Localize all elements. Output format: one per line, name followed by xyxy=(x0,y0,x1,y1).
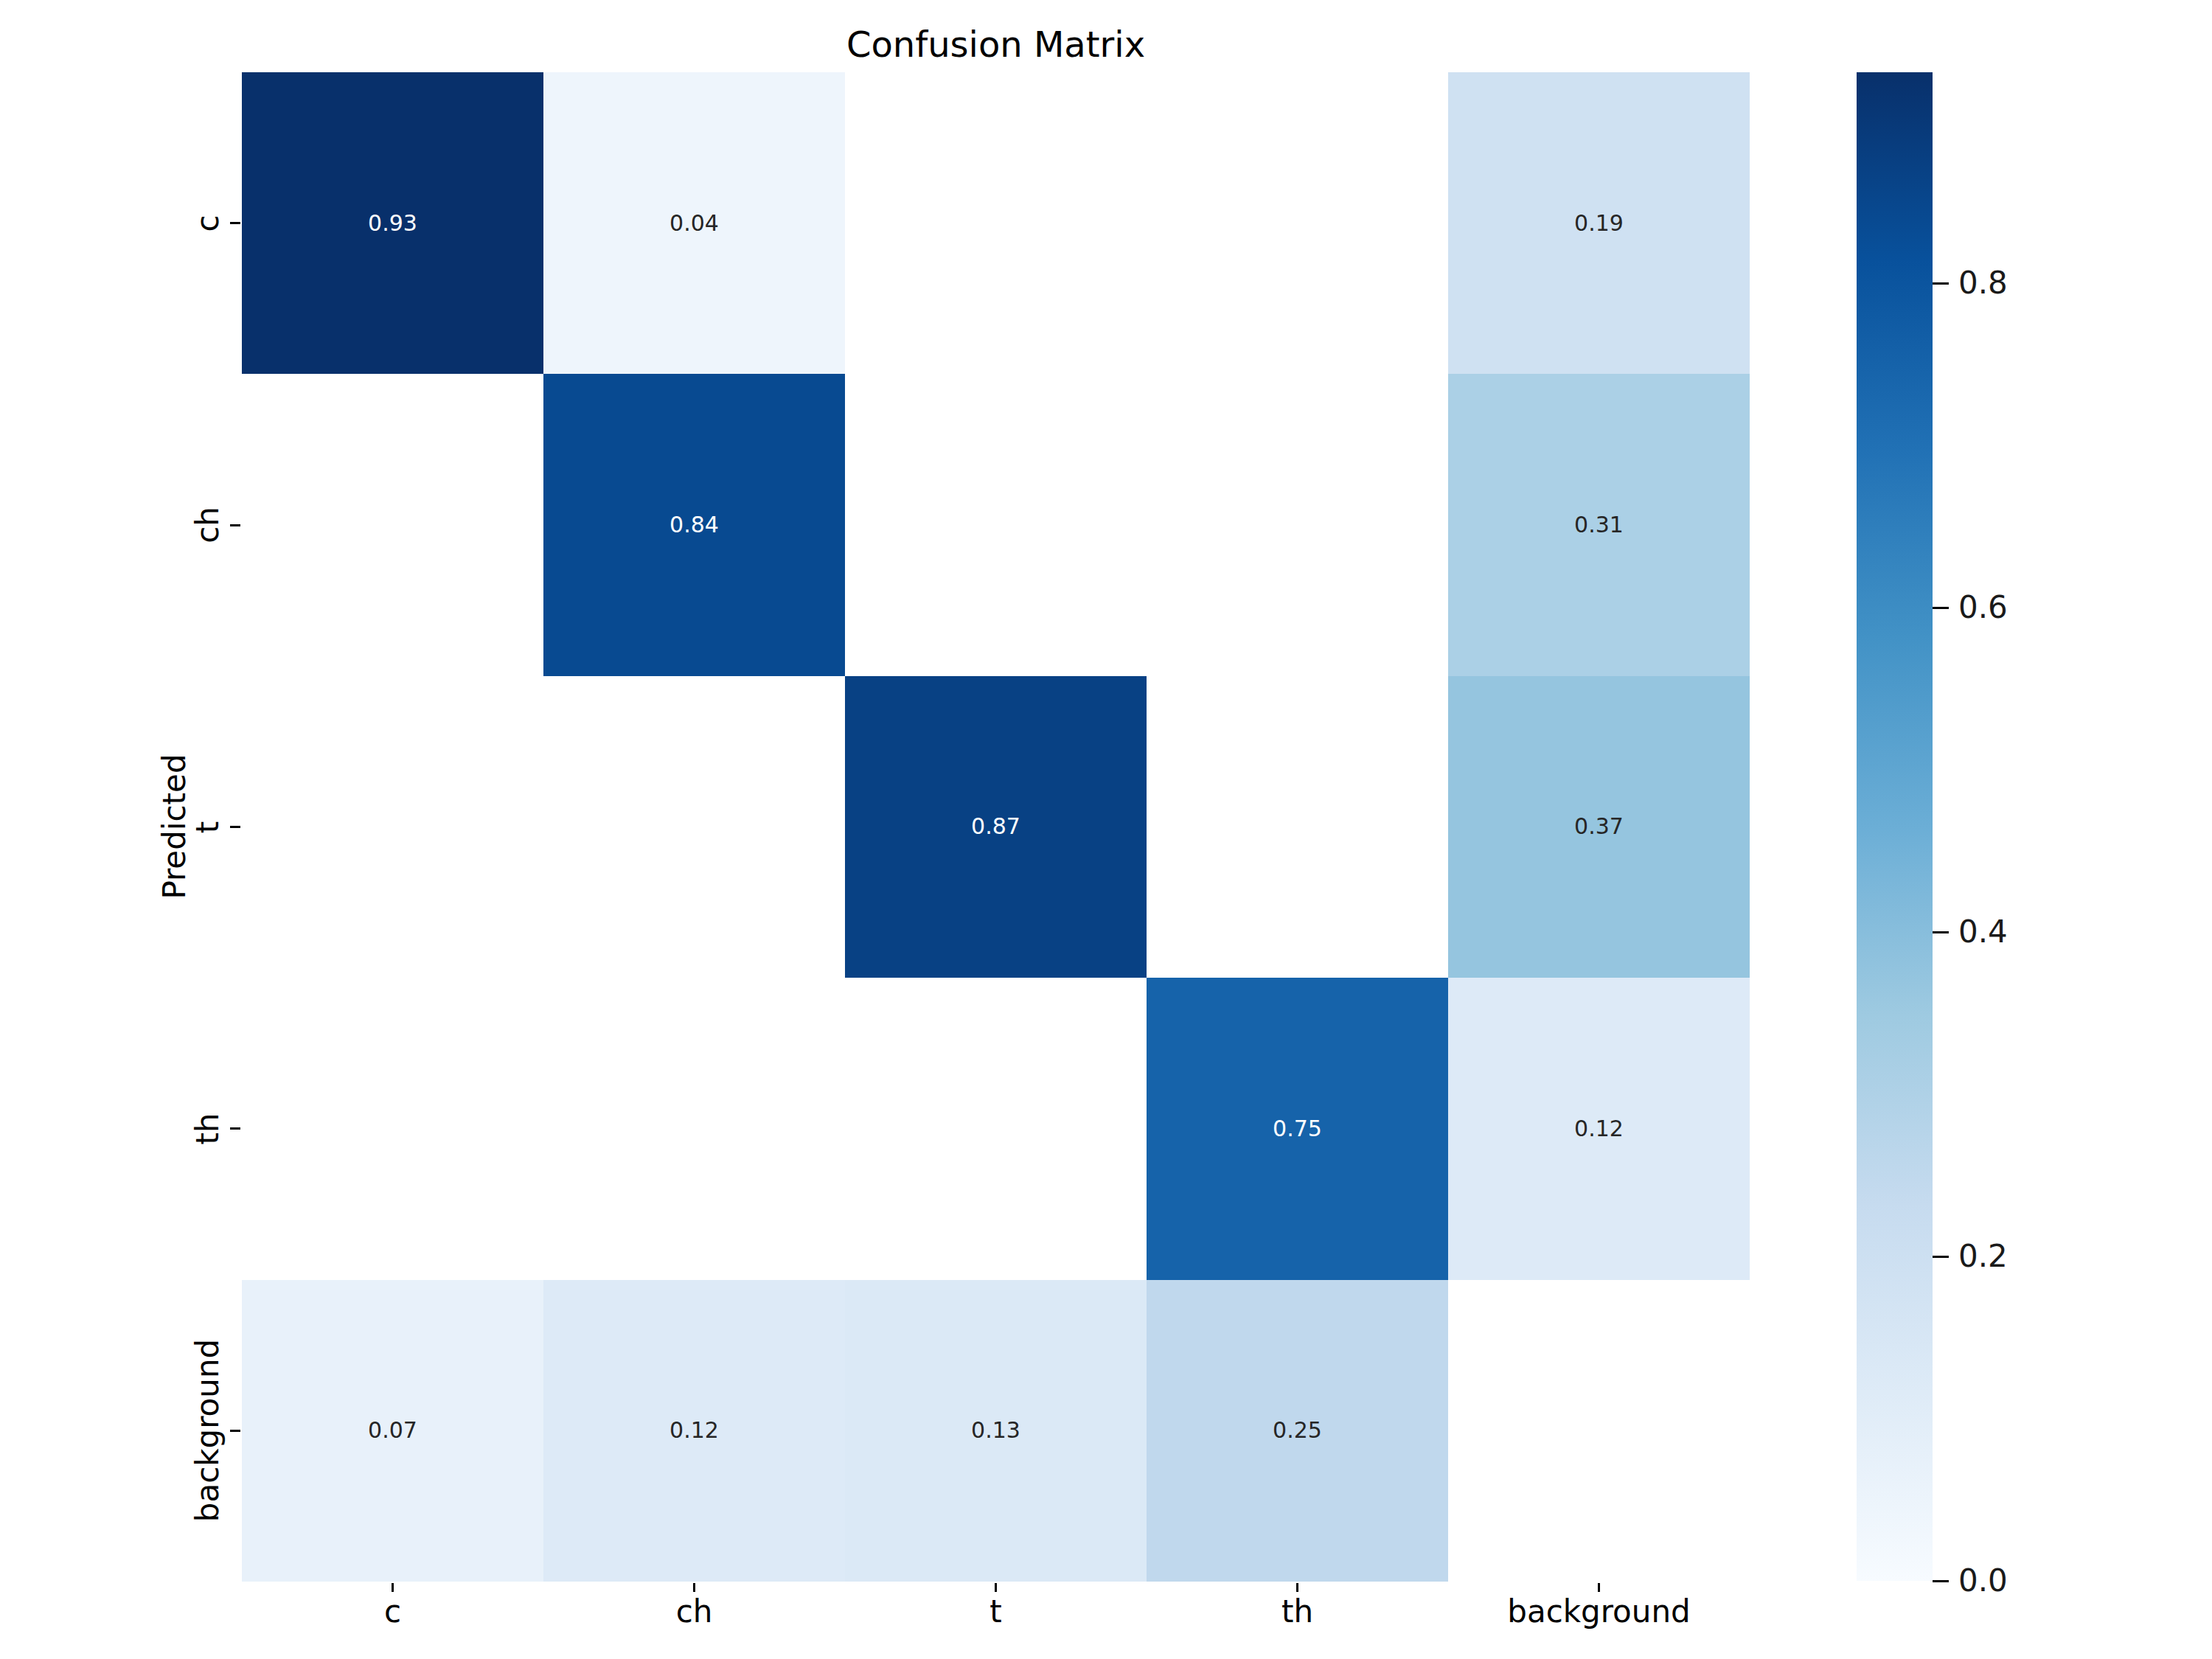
y-tick-label-th: th xyxy=(192,1018,224,1239)
x-tick-mark xyxy=(392,1583,394,1592)
colorbar-tick-mark xyxy=(1933,1256,1949,1258)
heatmap-cell-background-ch: 0.12 xyxy=(543,1280,845,1582)
colorbar-tick-label-0.6: 0.6 xyxy=(1958,592,2008,623)
colorbar-tick-mark xyxy=(1933,607,1949,609)
cell-value: 0.04 xyxy=(669,212,719,234)
x-tick-mark xyxy=(693,1583,695,1592)
y-tick-mark xyxy=(230,1430,240,1432)
cell-value: 0.75 xyxy=(1273,1118,1322,1140)
cell-value: 0.12 xyxy=(1574,1118,1624,1140)
heatmap-grid: 0.93 0.04 0.19 0.84 0.31 0.87 0.37 0.75 0.12 0.07… xyxy=(242,72,1750,1582)
heatmap-cell-ch-t xyxy=(845,374,1147,675)
cell-value: 0.25 xyxy=(1273,1419,1322,1441)
heatmap-cell-t-ch xyxy=(543,676,845,978)
colorbar-tick-label-0.0: 0.0 xyxy=(1958,1565,2008,1596)
y-tick-mark xyxy=(230,524,240,526)
cell-value: 0.37 xyxy=(1574,815,1624,838)
cell-value: 0.31 xyxy=(1574,514,1624,536)
y-axis-label: Predicted xyxy=(157,716,191,937)
x-tick-label-th: th xyxy=(1147,1594,1449,1630)
y-tick-label-c: c xyxy=(192,113,224,334)
colorbar-tick-label-0.4: 0.4 xyxy=(1958,917,2008,947)
colorbar-tick-mark xyxy=(1933,931,1949,933)
heatmap-cell-background-t: 0.13 xyxy=(845,1280,1147,1582)
heatmap-cell-t-t: 0.87 xyxy=(845,676,1147,978)
y-tick-label-t: t xyxy=(192,717,224,938)
heatmap-cell-background-th: 0.25 xyxy=(1147,1280,1448,1582)
heatmap-cell-c-ch: 0.04 xyxy=(543,72,845,374)
y-tick-mark xyxy=(230,1127,240,1130)
x-tick-mark xyxy=(1296,1583,1298,1592)
colorbar-tick-label-0.8: 0.8 xyxy=(1958,268,2008,299)
heatmap-cell-th-th: 0.75 xyxy=(1147,978,1448,1279)
heatmap-cell-ch-c xyxy=(242,374,543,675)
y-tick-mark xyxy=(230,222,240,224)
heatmap-cell-c-th xyxy=(1147,72,1448,374)
heatmap-cell-th-c xyxy=(242,978,543,1279)
colorbar xyxy=(1857,72,1933,1581)
x-tick-label-background: background xyxy=(1448,1594,1750,1630)
cell-value: 0.13 xyxy=(971,1419,1020,1441)
y-tick-label-background: background xyxy=(192,1320,224,1541)
x-tick-label-ch: ch xyxy=(543,1594,846,1630)
cell-value: 0.93 xyxy=(368,212,417,234)
heatmap-cell-c-background: 0.19 xyxy=(1448,72,1750,374)
heatmap-cell-ch-th xyxy=(1147,374,1448,675)
x-tick-mark xyxy=(1598,1583,1600,1592)
cell-value: 0.84 xyxy=(669,514,719,536)
heatmap-cell-t-background: 0.37 xyxy=(1448,676,1750,978)
heatmap-cell-th-ch xyxy=(543,978,845,1279)
heatmap-cell-t-th xyxy=(1147,676,1448,978)
heatmap-cell-background-background xyxy=(1448,1280,1750,1582)
cell-value: 0.07 xyxy=(368,1419,417,1441)
x-tick-label-c: c xyxy=(242,1594,544,1630)
cell-value: 0.19 xyxy=(1574,212,1624,234)
heatmap-cell-ch-background: 0.31 xyxy=(1448,374,1750,675)
colorbar-tick-mark xyxy=(1933,1580,1949,1582)
heatmap-cell-c-c: 0.93 xyxy=(242,72,543,374)
heatmap-cell-background-c: 0.07 xyxy=(242,1280,543,1582)
cell-value: 0.12 xyxy=(669,1419,719,1441)
heatmap-cell-th-t xyxy=(845,978,1147,1279)
colorbar-tick-label-0.2: 0.2 xyxy=(1958,1241,2008,1272)
colorbar-tick-mark xyxy=(1933,282,1949,285)
y-tick-mark xyxy=(230,826,240,828)
heatmap-cell-c-t xyxy=(845,72,1147,374)
heatmap-cell-ch-ch: 0.84 xyxy=(543,374,845,675)
x-tick-mark xyxy=(995,1583,997,1592)
heatmap-cell-t-c xyxy=(242,676,543,978)
x-tick-label-t: t xyxy=(845,1594,1147,1630)
y-tick-label-ch: ch xyxy=(192,414,224,636)
chart-title: Confusion Matrix xyxy=(242,25,1750,64)
confusion-matrix-figure: Confusion Matrix Predicted 0.930.040.190… xyxy=(0,0,2212,1659)
heatmap-cell-th-background: 0.12 xyxy=(1448,978,1750,1279)
cell-value: 0.87 xyxy=(971,815,1020,838)
